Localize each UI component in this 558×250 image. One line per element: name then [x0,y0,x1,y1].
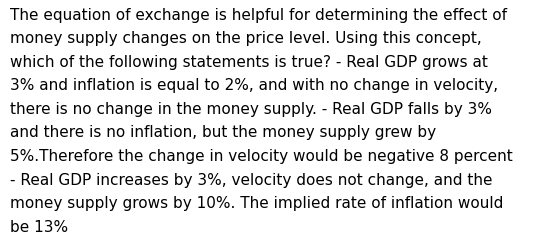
Text: money supply grows by 10%. The implied rate of inflation would: money supply grows by 10%. The implied r… [10,196,503,210]
Text: money supply changes on the price level. Using this concept,: money supply changes on the price level.… [10,31,482,46]
Text: be 13%: be 13% [10,219,68,234]
Text: The equation of exchange is helpful for determining the effect of: The equation of exchange is helpful for … [10,8,507,22]
Text: - Real GDP increases by 3%, velocity does not change, and the: - Real GDP increases by 3%, velocity doe… [10,172,493,187]
Text: 3% and inflation is equal to 2%, and with no change in velocity,: 3% and inflation is equal to 2%, and wit… [10,78,498,93]
Text: 5%.Therefore the change in velocity would be negative 8 percent: 5%.Therefore the change in velocity woul… [10,148,513,164]
Text: and there is no inflation, but the money supply grew by: and there is no inflation, but the money… [10,125,436,140]
Text: which of the following statements is true? - Real GDP grows at: which of the following statements is tru… [10,54,488,70]
Text: there is no change in the money supply. - Real GDP falls by 3%: there is no change in the money supply. … [10,102,492,116]
